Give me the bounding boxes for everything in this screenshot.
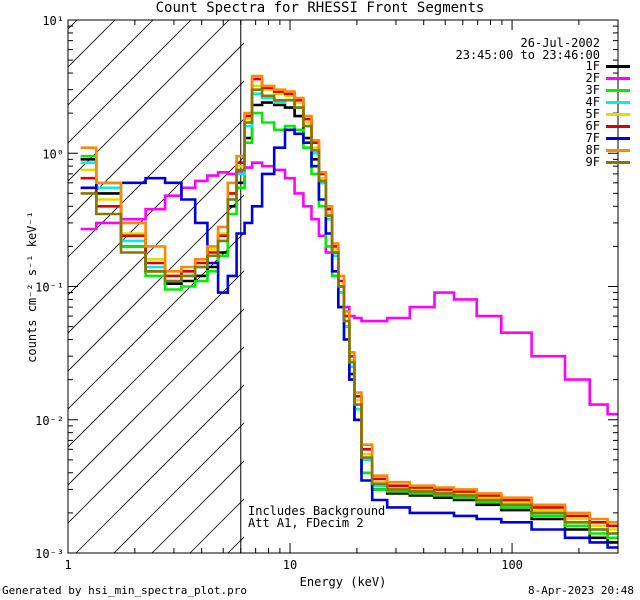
x-tick-label: 10 (283, 558, 297, 572)
hatch-line (68, 20, 230, 182)
hatch-line (0, 0, 28, 553)
legend-label: 9F (585, 155, 600, 169)
legend-label: 4F (585, 95, 600, 109)
y-tick-label: 10⁻¹ (35, 281, 64, 295)
legend: 1F 2F 3F 4F 5F 6F 7F 8F 9F (585, 59, 630, 169)
y-tick-label: 10⁻² (35, 414, 64, 428)
hatch-line (68, 232, 244, 410)
annotation-background: Includes Background (248, 504, 386, 518)
generator-credit: Generated by hsi_min_spectra_plot.pro (2, 584, 248, 597)
series-8F (80, 74, 618, 524)
legend-item: 7F (585, 131, 630, 145)
hatch-line (68, 270, 244, 448)
x-tick-label: 100 (501, 558, 523, 572)
plot-annotations: Includes Background Att A1, FDecim 2 (248, 505, 385, 529)
hatch-line (68, 346, 244, 524)
time-info: 26-Jul-2002 23:45:00 to 23:46:00 (456, 37, 601, 61)
observation-date: 26-Jul-2002 (520, 36, 600, 50)
legend-swatch (606, 112, 630, 116)
hatch-line (68, 20, 154, 106)
series-7F (80, 128, 618, 549)
time-range: 23:45:00 to 23:46:00 (455, 48, 601, 62)
hatch-line (189, 498, 244, 553)
hatch-line (151, 460, 244, 553)
hatch-line (68, 20, 78, 30)
legend-label: 1F (585, 59, 600, 73)
y-tick-label: 10¹ (42, 14, 64, 28)
legend-swatch (606, 88, 630, 92)
legend-swatch (606, 64, 630, 68)
x-axis-label: Energy (keV) (300, 575, 387, 589)
legend-label: 8F (585, 143, 600, 157)
hatch-line (68, 118, 244, 296)
hatch-line (68, 308, 244, 486)
hatch-line (113, 422, 244, 553)
chart-title: Count Spectra for RHESSI Front Segments (155, 0, 485, 16)
excluded-energy-hatch (0, 0, 640, 553)
series-6F (80, 77, 618, 528)
render-timestamp: 8-Apr-2023 20:48 (528, 584, 634, 597)
legend-item: 4F (585, 95, 630, 109)
legend-swatch (606, 136, 630, 140)
legend-label: 2F (585, 71, 600, 85)
x-tick-label: 1 (64, 558, 71, 572)
legend-label: 3F (585, 83, 600, 97)
y-tick-label: 10⁻³ (35, 547, 64, 561)
hatch-line (75, 384, 244, 553)
legend-label: 7F (585, 131, 600, 145)
hatch-line (266, 0, 640, 553)
legend-item: 9F (585, 155, 630, 169)
legend-item: 8F (585, 143, 630, 157)
hatch-line (68, 156, 244, 334)
annotation-attenuator: Att A1, FDecim 2 (248, 516, 364, 530)
legend-swatch (606, 124, 630, 128)
legend-label: 5F (585, 107, 600, 121)
hatch-line (68, 42, 244, 220)
series-9F (80, 88, 618, 535)
legend-item: 2F (585, 71, 630, 85)
legend-swatch (606, 160, 630, 164)
legend-label: 6F (585, 119, 600, 133)
y-tick-label: 10⁰ (42, 147, 64, 161)
hatch-line (68, 80, 244, 258)
hatch-line (227, 536, 244, 553)
y-axis-label: counts cm⁻² s⁻¹ keV⁻¹ (25, 211, 39, 363)
series-2F (80, 161, 618, 416)
legend-swatch (606, 148, 630, 152)
hatch-line (68, 20, 192, 144)
legend-item: 3F (585, 83, 630, 97)
hatch-line (68, 194, 244, 372)
legend-item: 6F (585, 119, 630, 133)
legend-swatch (606, 100, 630, 104)
legend-item: 5F (585, 107, 630, 121)
legend-item: 1F (585, 59, 630, 73)
legend-swatch (606, 76, 630, 80)
